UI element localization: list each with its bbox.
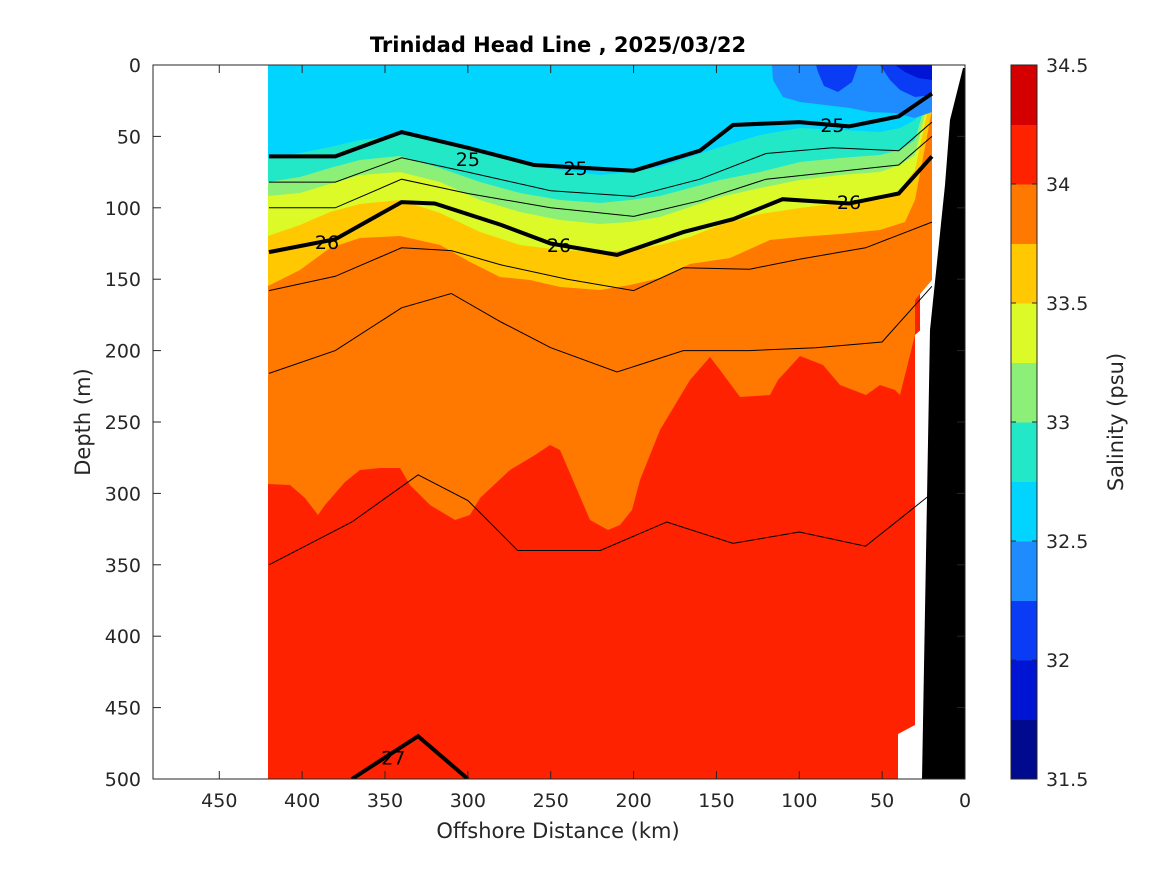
thin-contour-line [268,285,933,374]
contour-label: 26 [837,192,861,214]
contour-label: 27 [381,748,405,770]
y-tick-label: 250 [105,412,141,434]
colorbar-label: Salinity (psu) [1104,353,1128,491]
colorbar-swatch [1011,719,1037,780]
y-tick-label: 100 [105,198,141,220]
x-tick-label: 350 [367,790,403,812]
contour-label: 26 [547,235,571,257]
salinity-region-32 [816,65,932,97]
x-tick-label: 300 [450,790,486,812]
y-axis: 0 50 100 150 200 250 300 350 400 450 500 [105,55,965,791]
y-tick-label: 350 [105,555,141,577]
x-tick-label: 250 [533,790,569,812]
salinity-region-31-75 [895,65,932,80]
thin-contours [268,121,933,566]
y-tick-label: 0 [129,55,141,77]
y-tick-label: 500 [105,769,141,791]
colorbar-swatch [1011,243,1037,304]
colorbar-swatch [1011,660,1037,720]
thin-contour-line [268,474,933,566]
x-axis-label: Offshore Distance (km) [436,819,679,843]
density-contour-25 [269,91,934,173]
salinity-region-32-5 [268,65,932,175]
x-tick-label: 450 [201,790,237,812]
thin-contour-line [269,136,933,217]
colorbar-tick-label: 33.5 [1046,293,1088,315]
y-tick-label: 150 [105,269,141,291]
colorbar-swatch [1011,481,1037,542]
y-axis-label: Depth (m) [71,368,95,475]
colorbar-swatch [1011,65,1037,125]
seafloor [922,68,965,779]
colorbar-tick-label: 32 [1046,650,1070,672]
chart-title: Trinidad Head Line , 2025/03/22 [370,33,746,57]
colorbar: 31.5 32 32.5 33 33.5 34 34.5 [1010,55,1088,791]
plot-area: 25 25 25 26 26 26 27 [153,65,965,779]
contour-labels: 25 25 25 26 26 26 27 [315,115,861,770]
density-contours [268,91,934,779]
x-tick-label: 50 [870,790,894,812]
colorbar-tick-label: 31.5 [1046,769,1088,791]
colorbar-swatch [1011,541,1037,601]
colorbar-swatch [1011,422,1037,482]
y-tick-label: 50 [117,126,141,148]
x-tick-label: 400 [284,790,320,812]
colorbar-tick-label: 34.5 [1046,55,1088,77]
y-tick-label: 450 [105,698,141,720]
thin-contour-line [269,121,933,197]
contour-label: 25 [820,115,844,137]
colorbar-swatch [1011,124,1037,185]
x-axis: 450 400 350 300 250 200 150 100 50 0 [201,65,971,812]
density-contour-27 [350,733,470,779]
y-tick-label: 200 [105,341,141,363]
contour-label: 26 [315,232,339,254]
colorbar-swatch [1011,184,1037,244]
colorbar-tick-label: 32.5 [1046,531,1088,553]
colorbar-tick-label: 33 [1046,412,1070,434]
y-tick-label: 400 [105,626,141,648]
x-tick-label: 100 [781,790,817,812]
colorbar-swatch [1011,303,1037,363]
thin-contour-line [268,221,933,292]
y-tick-label: 300 [105,483,141,505]
contour-label: 25 [456,149,480,171]
x-tick-label: 0 [959,790,971,812]
colorbar-swatch [1011,362,1037,423]
contour-label: 25 [563,158,587,180]
colorbar-swatch [1011,600,1037,661]
x-tick-label: 200 [615,790,651,812]
x-tick-label: 150 [698,790,734,812]
colorbar-tick-label: 34 [1046,174,1070,196]
density-contour-26 [268,155,934,257]
